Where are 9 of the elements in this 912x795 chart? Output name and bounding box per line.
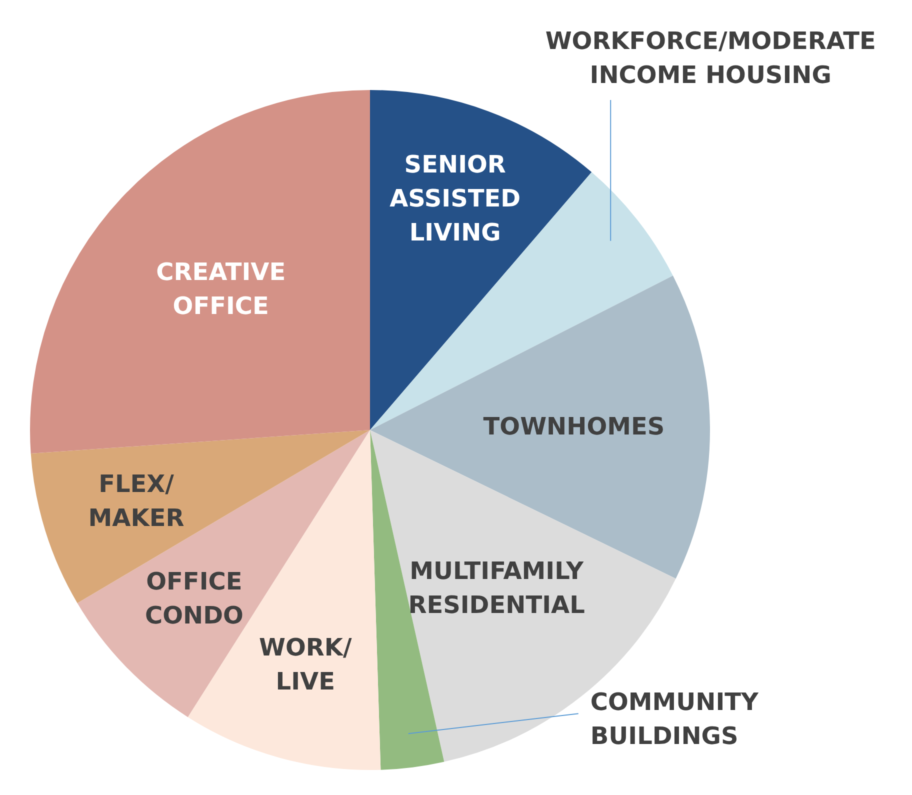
- slice-label: CREATIVE OFFICE: [156, 258, 286, 320]
- slice-label: COMMUNITY BUILDINGS: [590, 688, 760, 750]
- slice-label: FLEX/ MAKER: [88, 470, 184, 532]
- slice-label: WORKFORCE/MODERATE INCOME HOUSING: [545, 27, 876, 90]
- slice-label: MULTIFAMILY RESIDENTIAL: [408, 557, 585, 620]
- slice-label: WORK/ LIVE: [259, 633, 352, 696]
- slice-label: TOWNHOMES: [483, 412, 665, 440]
- slice-label: OFFICE CONDO: [144, 568, 244, 630]
- slice-label: SENIOR ASSISTED LIVING: [390, 150, 521, 247]
